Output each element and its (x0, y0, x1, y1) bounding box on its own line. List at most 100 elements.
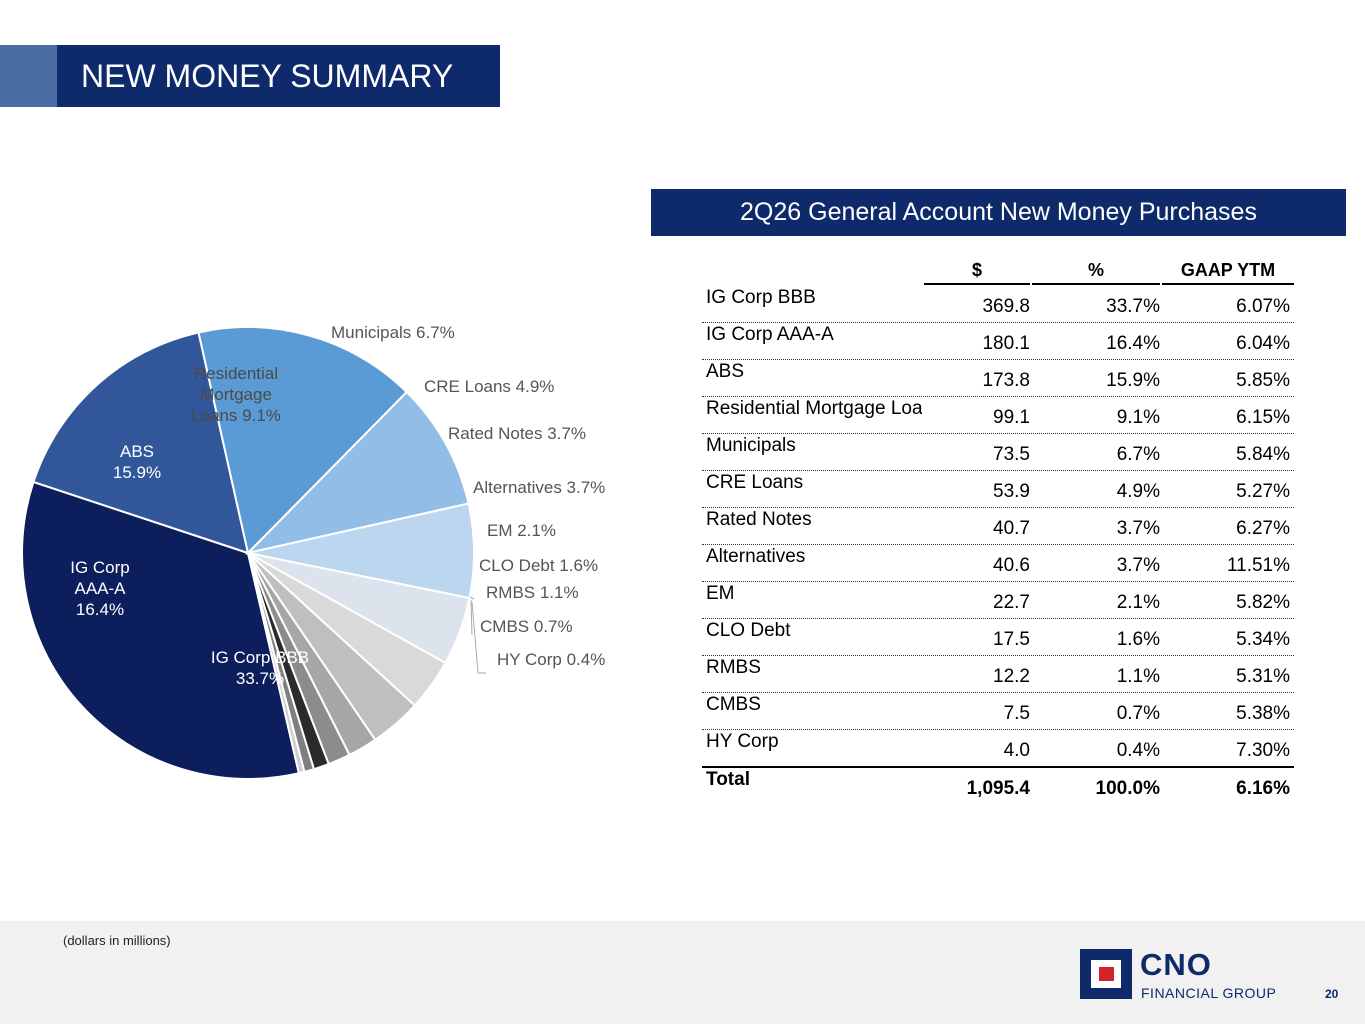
row-label: CRE Loans (706, 472, 804, 493)
logo-subtitle: FINANCIAL GROUP (1141, 985, 1277, 1001)
row-percent: 33.7% (1106, 296, 1160, 317)
logo-name: CNO (1140, 947, 1212, 982)
row-amount: 40.6 (993, 555, 1030, 576)
row-label: EM (706, 583, 735, 604)
leader-line (470, 599, 473, 636)
table-row: IG Corp BBB 369.8 33.7% 6.07% (702, 286, 1294, 323)
row-amount: 4.0 (1003, 740, 1030, 761)
row-ytm: 6.04% (1236, 333, 1290, 354)
row-amount: 53.9 (993, 481, 1030, 502)
table-row: CLO Debt 17.5 1.6% 5.34% (702, 619, 1294, 656)
table-row: EM 22.7 2.1% 5.82% (702, 582, 1294, 619)
table-row: RMBS 12.2 1.1% 5.31% (702, 656, 1294, 693)
pie-label: HY Corp 0.4% (497, 650, 605, 669)
row-percent: 0.4% (1116, 740, 1160, 761)
row-amount: 180.1 (982, 333, 1030, 354)
row-percent: 3.7% (1116, 518, 1160, 539)
row-label: CMBS (706, 694, 761, 715)
row-ytm: 5.27% (1236, 481, 1290, 502)
pie-label: EM 2.1% (487, 521, 556, 540)
footnote: (dollars in millions) (63, 933, 171, 948)
row-amount: 12.2 (993, 666, 1030, 687)
total-amount: 1,095.4 (966, 778, 1030, 799)
row-amount: 22.7 (993, 592, 1030, 613)
pie-slice (32, 331, 250, 555)
pie-slice (197, 326, 409, 556)
row-percent: 6.7% (1116, 444, 1160, 465)
row-ytm: 5.84% (1236, 444, 1290, 465)
row-ytm: 5.38% (1236, 703, 1290, 724)
page-number: 20 (1325, 987, 1339, 1001)
total-ytm: 6.16% (1236, 778, 1290, 799)
pie-label: Municipals 6.7% (331, 323, 455, 342)
row-ytm: 6.15% (1236, 407, 1290, 428)
total-percent: 100.0% (1095, 778, 1160, 799)
header-amount: $ (924, 260, 1030, 285)
pie-label: RMBS 1.1% (486, 583, 579, 602)
table-row: CMBS 7.5 0.7% 5.38% (702, 693, 1294, 730)
row-ytm: 5.82% (1236, 592, 1290, 613)
table-row: Residential Mortgage Loans 99.1 9.1% 6.15% (702, 397, 1294, 434)
row-amount: 7.5 (1003, 703, 1030, 724)
row-percent: 0.7% (1116, 703, 1160, 724)
row-ytm: 7.30% (1236, 740, 1290, 761)
row-label: CLO Debt (706, 620, 791, 641)
row-percent: 1.1% (1116, 666, 1160, 687)
row-percent: 1.6% (1116, 629, 1160, 650)
header-gaap-ytm: GAAP YTM (1162, 260, 1294, 285)
leader-line (469, 596, 475, 600)
row-percent: 15.9% (1106, 370, 1160, 391)
panel-title: 2Q26 General Account New Money Purchases (651, 189, 1346, 236)
row-percent: 2.1% (1116, 592, 1160, 613)
pie-label: IG Corp AAA-A 16.4% (70, 558, 130, 619)
table-header: $ % GAAP YTM (702, 256, 1294, 286)
table-row: IG Corp AAA-A 180.1 16.4% 6.04% (702, 323, 1294, 360)
row-ytm: 6.27% (1236, 518, 1290, 539)
row-ytm: 6.07% (1236, 296, 1290, 317)
table-row: CRE Loans 53.9 4.9% 5.27% (702, 471, 1294, 508)
row-percent: 16.4% (1106, 333, 1160, 354)
row-amount: 73.5 (993, 444, 1030, 465)
pie-slice (247, 552, 306, 775)
table-row: HY Corp 4.0 0.4% 7.30% (702, 730, 1294, 768)
pie-label: Residential Mortgage Loans 9.1% (191, 364, 281, 425)
pie-label: Alternatives 3.7% (473, 478, 605, 497)
row-ytm: 5.85% (1236, 370, 1290, 391)
pie-slice (244, 390, 470, 555)
row-amount: 369.8 (982, 296, 1030, 317)
row-amount: 173.8 (982, 370, 1030, 391)
row-percent: 9.1% (1116, 407, 1160, 428)
row-label: Municipals (706, 435, 796, 456)
pie-label: Rated Notes 3.7% (448, 424, 586, 443)
table-row: ABS 173.8 15.9% 5.85% (702, 360, 1294, 397)
header-percent: % (1032, 260, 1160, 285)
pie-label: CMBS 0.7% (480, 617, 573, 636)
table-row: Municipals 73.5 6.7% 5.84% (702, 434, 1294, 471)
row-percent: 3.7% (1116, 555, 1160, 576)
table-total-row: Total 1,095.4 100.0% 6.16% (702, 768, 1294, 804)
row-label: Residential Mortgage Loans (706, 398, 922, 419)
pie-label: ABS 15.9% (113, 442, 161, 482)
total-label: Total (706, 769, 750, 790)
row-amount: 40.7 (993, 518, 1030, 539)
row-amount: 99.1 (993, 407, 1030, 428)
row-label: RMBS (706, 657, 761, 678)
row-label: HY Corp (706, 731, 779, 752)
table-row: Alternatives 40.6 3.7% 11.51% (702, 545, 1294, 582)
row-ytm: 5.34% (1236, 629, 1290, 650)
row-ytm: 5.31% (1236, 666, 1290, 687)
row-percent: 4.9% (1116, 481, 1160, 502)
title-accent (0, 45, 57, 107)
row-label: Rated Notes (706, 509, 812, 530)
footer: (dollars in millions) CNO FINANCIAL GROU… (0, 921, 1365, 1024)
cno-logo-icon (1080, 949, 1132, 999)
table-row: Rated Notes 40.7 3.7% 6.27% (702, 508, 1294, 545)
row-amount: 17.5 (993, 629, 1030, 650)
row-label: Alternatives (706, 546, 806, 567)
pie-label: IG Corp BBB 33.7% (211, 648, 309, 688)
purchases-table: $ % GAAP YTM IG Corp BBB 369.8 33.7% 6.07% I… (702, 256, 1294, 804)
pie-label: CRE Loans 4.9% (424, 377, 554, 396)
pie-chart: IG Corp BBB 33.7% IG Corp AAA-A 16.4% ABS 15.9… (21, 323, 605, 780)
row-ytm: 11.51% (1226, 555, 1290, 576)
row-label: IG Corp BBB (706, 287, 816, 308)
